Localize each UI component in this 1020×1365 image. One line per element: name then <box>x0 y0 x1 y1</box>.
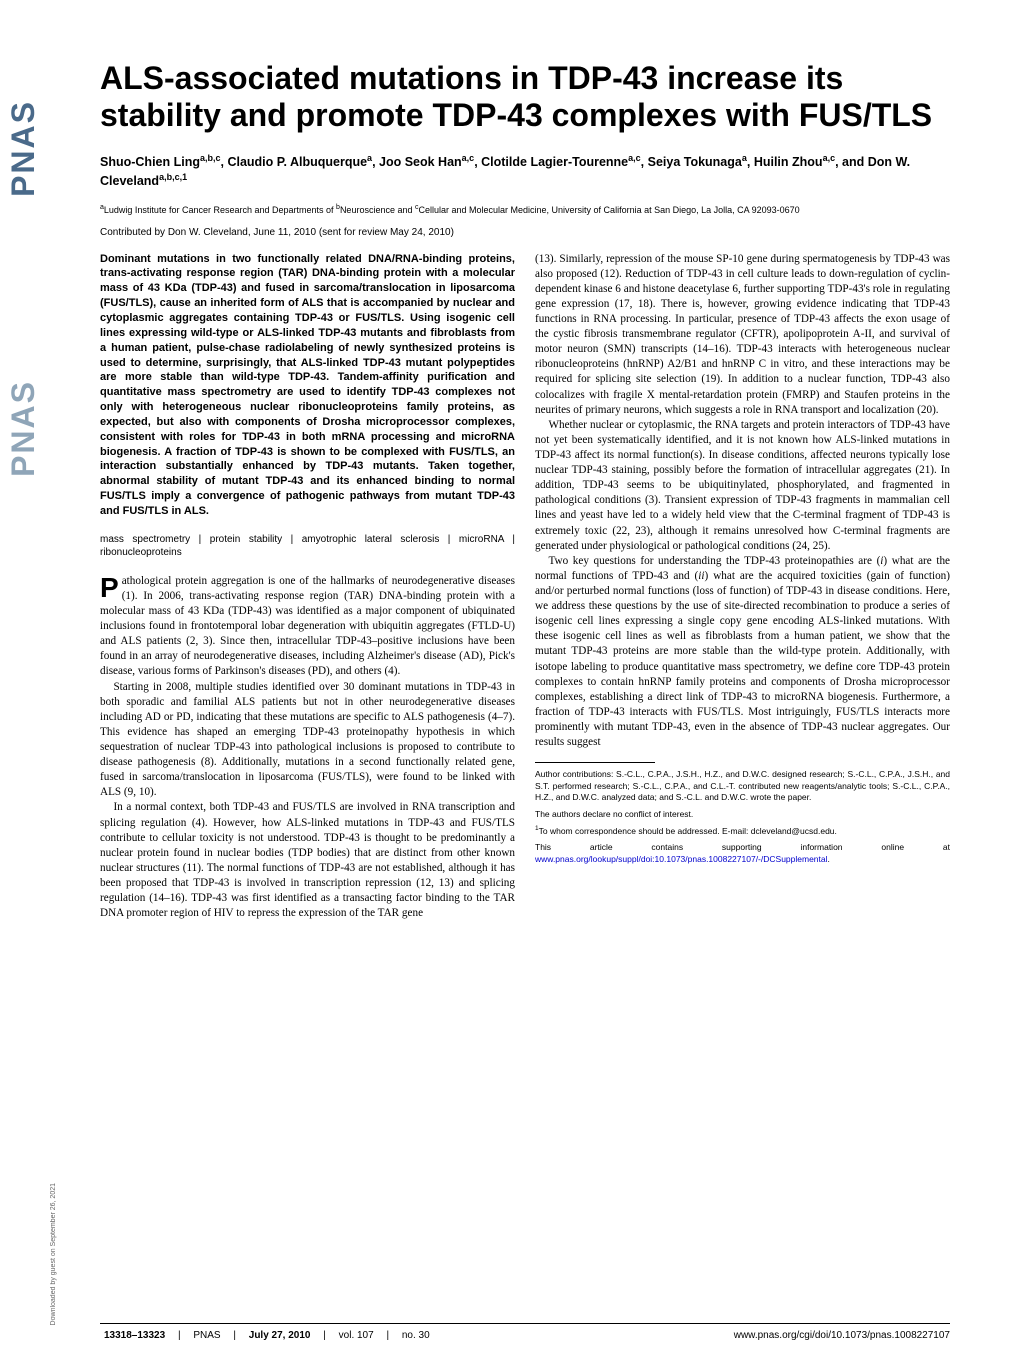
article-page: ALS-associated mutations in TDP-43 incre… <box>0 0 1020 1365</box>
footnotes: Author contributions: S.-C.L., C.P.A., J… <box>535 769 950 865</box>
paragraph: Whether nuclear or cytoplasmic, the RNA … <box>535 418 950 554</box>
body-text-right: (13). Similarly, repression of the mouse… <box>535 252 950 751</box>
article-title: ALS-associated mutations in TDP-43 incre… <box>100 60 950 134</box>
correspondence-text: To whom correspondence should be address… <box>539 826 837 836</box>
footer-volume: vol. 107 <box>339 1330 374 1341</box>
paragraph: Pathological protein aggregation is one … <box>100 574 515 680</box>
page-range: 13318–13323 <box>104 1330 165 1341</box>
abstract: Dominant mutations in two functionally r… <box>100 252 515 519</box>
conflict-statement: The authors declare no conflict of inter… <box>535 809 950 820</box>
affiliations: aLudwig Institute for Cancer Research an… <box>100 203 950 217</box>
paragraph: In a normal context, both TDP-43 and FUS… <box>100 800 515 921</box>
author-contributions: Author contributions: S.-C.L., C.P.A., J… <box>535 769 950 803</box>
footnote-rule <box>535 762 655 763</box>
supporting-prefix: This article contains supporting informa… <box>535 842 950 852</box>
dropcap: P <box>100 574 122 600</box>
supporting-info-link[interactable]: www.pnas.org/lookup/suppl/doi:10.1073/pn… <box>535 854 828 864</box>
page-footer: 13318–13323 | PNAS | July 27, 2010 | vol… <box>100 1323 950 1341</box>
left-column: Dominant mutations in two functionally r… <box>100 252 515 922</box>
author-list: Shuo-Chien Linga,b,c, Claudio P. Albuque… <box>100 152 950 191</box>
right-column: (13). Similarly, repression of the mouse… <box>535 252 950 922</box>
footer-journal: PNAS <box>193 1330 220 1341</box>
paragraph-text: athological protein aggregation is one o… <box>100 575 515 678</box>
footer-right: www.pnas.org/cgi/doi/10.1073/pnas.100822… <box>734 1330 950 1341</box>
body-text-left: Pathological protein aggregation is one … <box>100 574 515 922</box>
keywords: mass spectrometry | protein stability | … <box>100 533 515 560</box>
body-columns: Dominant mutations in two functionally r… <box>100 252 950 922</box>
supporting-info: This article contains supporting informa… <box>535 842 950 865</box>
footer-issue: no. 30 <box>402 1330 430 1341</box>
paragraph: (13). Similarly, repression of the mouse… <box>535 252 950 418</box>
footer-date: July 27, 2010 <box>249 1330 311 1341</box>
paragraph: Two key questions for understanding the … <box>535 554 950 750</box>
paragraph: Starting in 2008, multiple studies ident… <box>100 680 515 801</box>
contributed-line: Contributed by Don W. Cleveland, June 11… <box>100 227 950 238</box>
footer-left: 13318–13323 | PNAS | July 27, 2010 | vol… <box>100 1330 434 1341</box>
correspondence: 1To whom correspondence should be addres… <box>535 825 950 837</box>
